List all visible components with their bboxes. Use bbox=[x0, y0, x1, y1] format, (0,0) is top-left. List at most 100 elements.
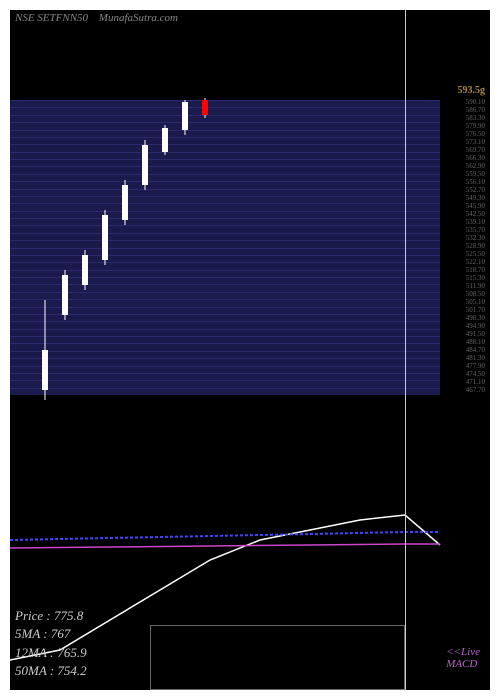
grid-line bbox=[10, 225, 440, 226]
y-axis-label: 508.50 bbox=[466, 290, 485, 298]
grid-line bbox=[10, 137, 440, 138]
grid-line bbox=[10, 321, 440, 322]
y-axis-label: 542.50 bbox=[466, 210, 485, 218]
y-axis-label: 569.70 bbox=[466, 146, 485, 154]
price-value: 775.8 bbox=[54, 608, 83, 623]
grid-line bbox=[10, 196, 440, 197]
candle-body bbox=[142, 145, 148, 185]
grid-line bbox=[10, 270, 440, 271]
candlestick bbox=[200, 10, 210, 460]
candle-body bbox=[182, 102, 188, 130]
y-axis-label: 586.70 bbox=[466, 106, 485, 114]
grid-line bbox=[10, 343, 440, 344]
price-label: Price : bbox=[15, 608, 51, 623]
grid-line bbox=[10, 152, 440, 153]
blue-line bbox=[10, 532, 440, 540]
grid-line bbox=[10, 107, 440, 108]
grid-line bbox=[10, 166, 440, 167]
y-axis-label: 525.50 bbox=[466, 250, 485, 258]
grid-line bbox=[10, 174, 440, 175]
candle-body bbox=[102, 215, 108, 260]
grid-line bbox=[10, 122, 440, 123]
ma50-label: 50MA : bbox=[15, 663, 54, 678]
y-axis-label: 590.10 bbox=[466, 98, 485, 106]
y-axis-label: 505.10 bbox=[466, 298, 485, 306]
grid-line bbox=[10, 292, 440, 293]
candle-body bbox=[122, 185, 128, 220]
live-macd-label: <<Live MACD bbox=[446, 646, 480, 670]
chart-container: NSE SETFNN50 MunafaSutra.com 593.5g 590.1… bbox=[10, 10, 490, 690]
grid-line bbox=[10, 203, 440, 204]
macd-text: MACD bbox=[446, 658, 480, 670]
indicator-box bbox=[150, 625, 405, 690]
candlestick bbox=[140, 10, 150, 460]
grid-line bbox=[10, 314, 440, 315]
y-axis-label: 562.90 bbox=[466, 162, 485, 170]
grid-line bbox=[10, 130, 440, 131]
candlestick bbox=[100, 10, 110, 460]
grid-line bbox=[10, 299, 440, 300]
grid-line bbox=[10, 351, 440, 352]
price-info-box: Price : 775.8 5MA : 767 12MA : 765.9 50M… bbox=[15, 607, 87, 680]
y-axis-label: 559.50 bbox=[466, 170, 485, 178]
cursor-vertical-line bbox=[405, 10, 406, 690]
y-axis-label: 491.50 bbox=[466, 330, 485, 338]
grid-line bbox=[10, 115, 440, 116]
grid-line bbox=[10, 211, 440, 212]
grid-line bbox=[10, 329, 440, 330]
y-axis-label: 511.90 bbox=[466, 282, 485, 290]
y-axis-label: 522.10 bbox=[466, 258, 485, 266]
grid-line bbox=[10, 181, 440, 182]
ma5-label: 5MA : bbox=[15, 626, 48, 641]
y-axis-label: 474.50 bbox=[466, 370, 485, 378]
y-axis-label: 484.70 bbox=[466, 346, 485, 354]
candle-body bbox=[42, 350, 48, 390]
candlestick bbox=[160, 10, 170, 460]
y-axis-label: 579.90 bbox=[466, 122, 485, 130]
y-axis-label: 498.30 bbox=[466, 314, 485, 322]
y-axis-label: 501.70 bbox=[466, 306, 485, 314]
ma50-row: 50MA : 754.2 bbox=[15, 662, 87, 680]
grid-line bbox=[10, 336, 440, 337]
y-axis-label: 573.10 bbox=[466, 138, 485, 146]
main-price-chart: 593.5g590.10586.70583.30579.90576.50573.… bbox=[10, 10, 490, 460]
grid-line bbox=[10, 307, 440, 308]
y-axis-label: 477.90 bbox=[466, 362, 485, 370]
magenta-line bbox=[10, 544, 440, 548]
candlestick bbox=[180, 10, 190, 460]
symbol-label: NSE SETFNN50 bbox=[15, 12, 88, 24]
candle-body bbox=[82, 255, 88, 285]
y-axis-label: 535.70 bbox=[466, 226, 485, 234]
ma12-row: 12MA : 765.9 bbox=[15, 644, 87, 662]
grid-line bbox=[10, 358, 440, 359]
grid-line bbox=[10, 373, 440, 374]
candlestick bbox=[60, 10, 70, 460]
y-axis-label: 556.10 bbox=[466, 178, 485, 186]
site-label: MunafaSutra.com bbox=[99, 12, 178, 24]
y-axis-label: 552.70 bbox=[466, 186, 485, 194]
y-axis-label: 471.10 bbox=[466, 378, 485, 386]
y-axis-label: 549.30 bbox=[466, 194, 485, 202]
ma12-label: 12MA : bbox=[15, 645, 54, 660]
ma5-row: 5MA : 767 bbox=[15, 625, 87, 643]
ma12-value: 765.9 bbox=[57, 645, 86, 660]
candlestick bbox=[40, 10, 50, 460]
grid-line bbox=[10, 144, 440, 145]
grid-line bbox=[10, 218, 440, 219]
grid-line bbox=[10, 262, 440, 263]
y-axis-label: 593.5g bbox=[458, 85, 486, 96]
candlestick bbox=[120, 10, 130, 460]
grid-line bbox=[10, 240, 440, 241]
y-axis-label: 545.90 bbox=[466, 202, 485, 210]
grid-line bbox=[10, 233, 440, 234]
live-text: <<Live bbox=[446, 646, 480, 658]
price-row: Price : 775.8 bbox=[15, 607, 87, 625]
chart-header: NSE SETFNN50 MunafaSutra.com bbox=[15, 12, 178, 24]
grid-line bbox=[10, 159, 440, 160]
grid-line bbox=[10, 100, 440, 101]
y-axis-label: 528.90 bbox=[466, 242, 485, 250]
y-axis-label: 467.70 bbox=[466, 386, 485, 394]
y-axis-label: 566.30 bbox=[466, 154, 485, 162]
grid-line bbox=[10, 248, 440, 249]
grid-line bbox=[10, 366, 440, 367]
